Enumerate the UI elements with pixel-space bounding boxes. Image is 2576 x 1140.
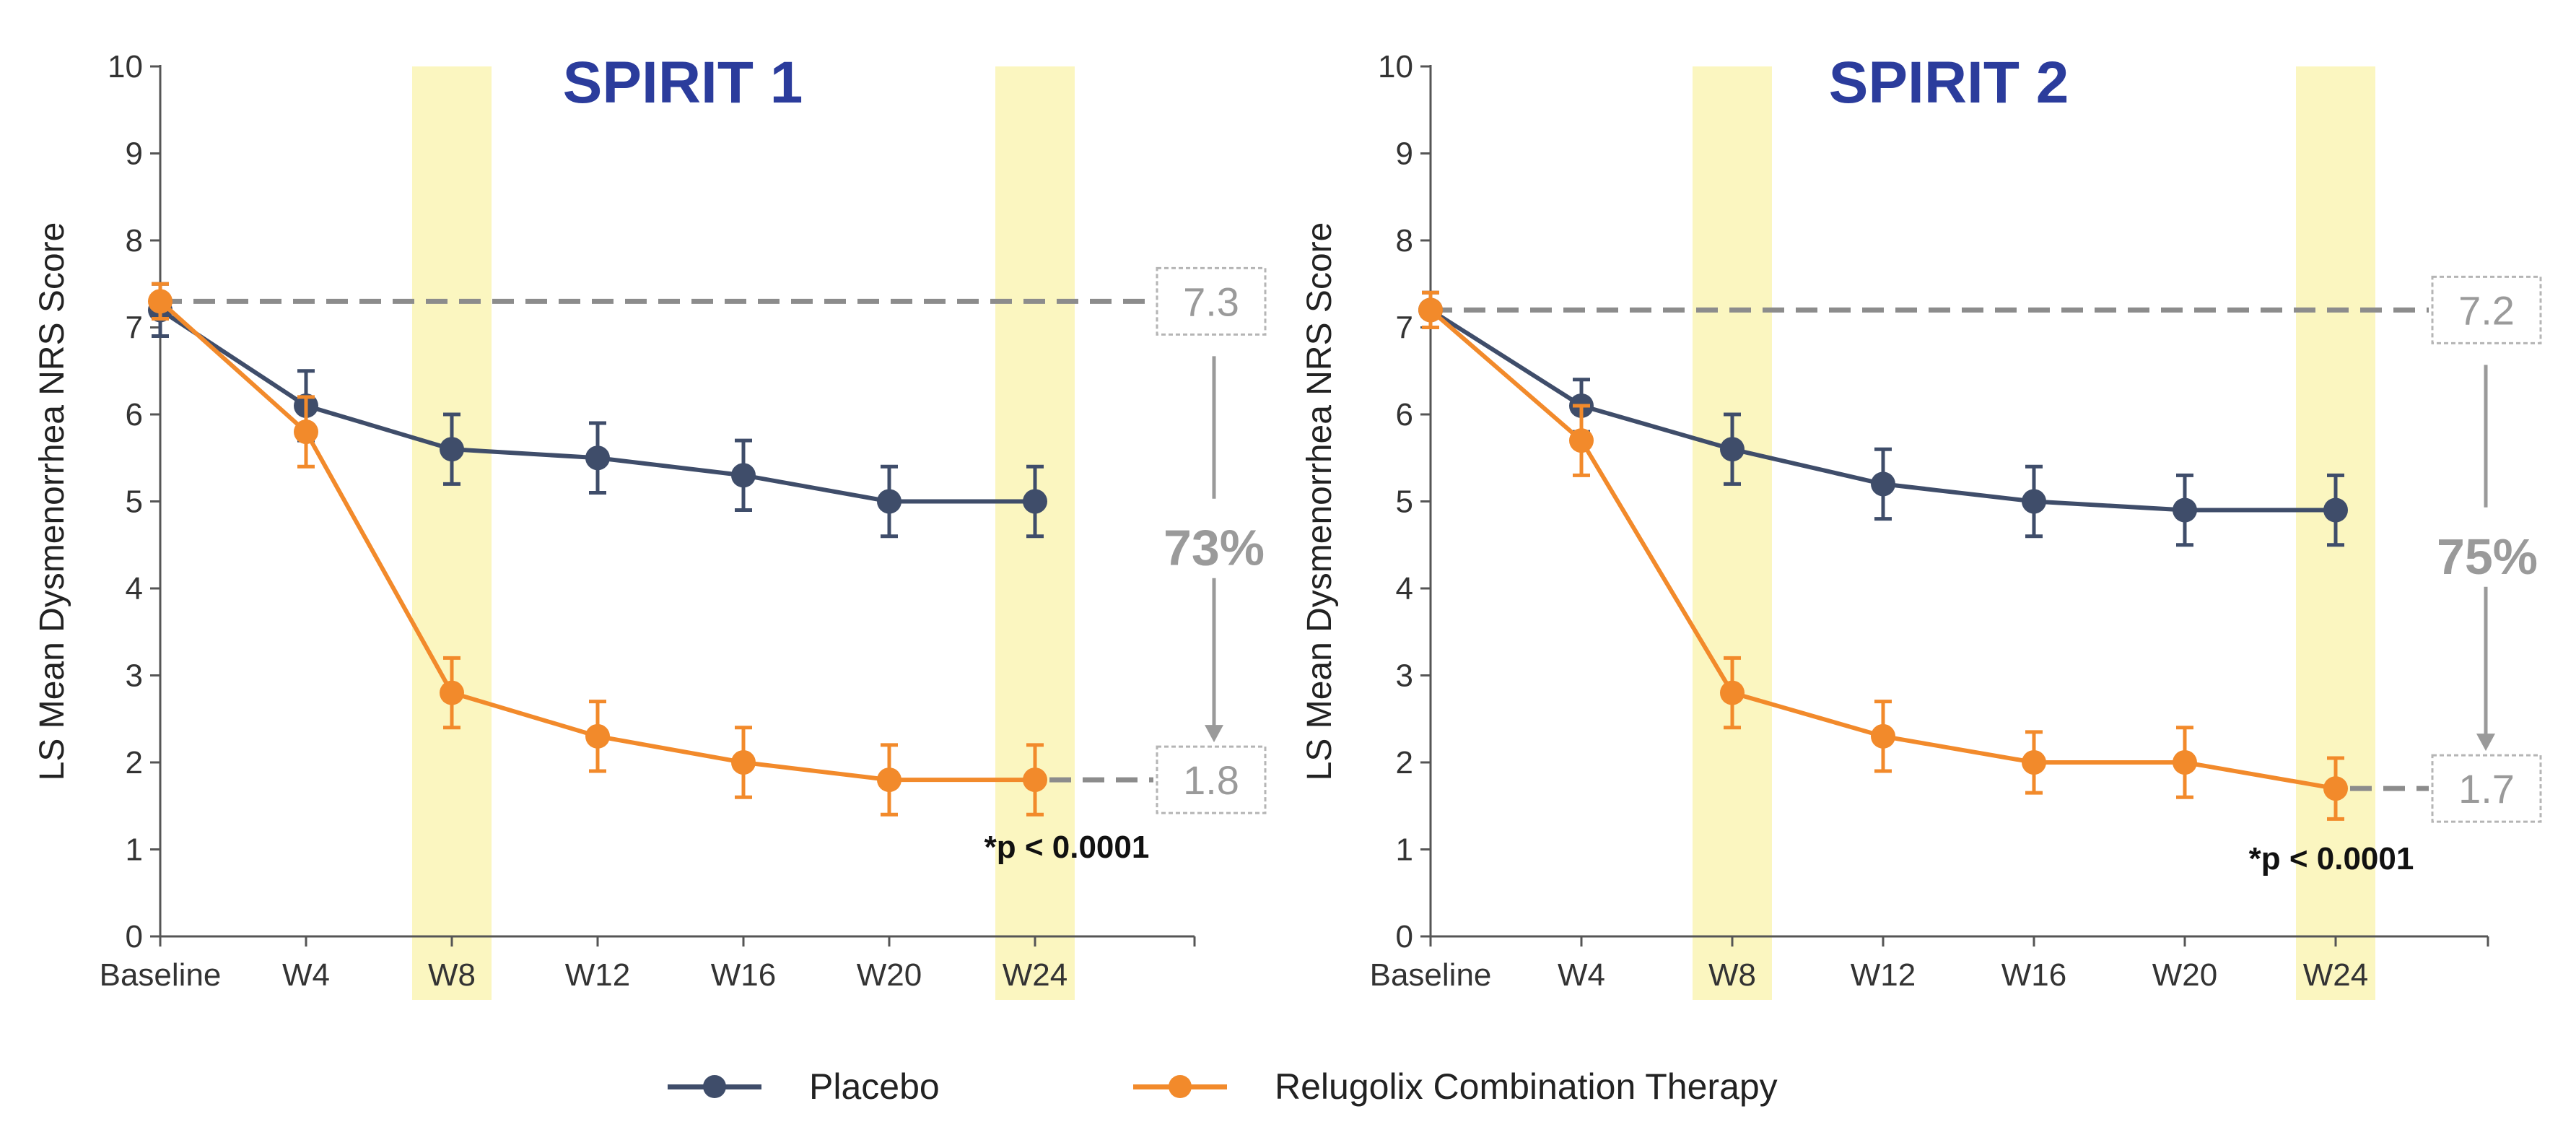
relugolix-point [148,289,173,314]
legend-item-placebo: Placebo [668,1047,940,1126]
y-tick-label: 2 [126,745,143,780]
reduction-arrowhead [1205,725,1223,743]
y-tick-label: 2 [1396,745,1413,780]
x-tick-label: W20 [2152,957,2217,993]
chart-panel-1: 0 1 2 3 4 5 6 7 8 9 10 Baseline W4 W8 W12 W16 W20 W24 LS M… [33,49,1267,1000]
x-tick-label: Baseline [100,957,222,993]
placebo-point [877,489,901,514]
placebo-point [1023,489,1047,514]
y-tick-label: 0 [1396,919,1413,954]
placebo-point [2022,489,2046,514]
relugolix-point [440,680,464,705]
chart-panel-2: 0 1 2 3 4 5 6 7 8 9 10 Baseline W4 W8 W12 W16 W20 W24 LS M… [1301,49,2542,1000]
legend: Placebo Relugolix Combination Therapy [0,1047,2576,1126]
relugolix-point [2022,750,2046,775]
x-tick-label: W24 [2303,957,2368,993]
placebo-point [2323,497,2348,523]
relugolix-point [294,419,318,445]
placebo-point [585,445,610,471]
relugolix-point [585,723,610,749]
x-tick-label: W20 [857,957,922,993]
y-tick-label: 1 [126,832,143,868]
placebo-point [731,463,756,488]
chart-title: SPIRIT 2 [1829,50,2069,116]
relugolix-point [2323,776,2348,801]
y-tick-label: 7 [126,310,143,346]
p-value-label: *p < 0.0001 [984,830,1150,865]
x-tick-label: W8 [428,957,476,993]
y-tick-label: 10 [108,49,143,84]
chart-title: SPIRIT 1 [563,50,803,116]
x-tick-label: W16 [711,957,776,993]
y-tick-label: 5 [1396,484,1413,520]
reduction-percent-label: 75% [2437,528,2538,585]
x-tick-label: W8 [1708,957,1756,993]
reduction-percent-label: 73% [1163,520,1265,576]
reduction-arrowhead [2476,734,2495,752]
y-tick-label: 4 [1396,571,1413,606]
legend-label-relugolix: Relugolix Combination Therapy [1275,1066,1778,1107]
legend-item-relugolix: Relugolix Combination Therapy [1133,1047,1778,1126]
x-tick-label: W12 [565,957,630,993]
y-tick-label: 9 [126,136,143,172]
y-tick-label: 8 [126,223,143,258]
baseline-value-box [1156,266,1267,336]
relugolix-point [1418,297,1443,323]
y-tick-label: 3 [1396,658,1413,694]
legend-swatch-placebo [668,1047,761,1126]
x-tick-label: W24 [1003,957,1067,993]
x-tick-label: W12 [1851,957,1916,993]
y-tick-label: 5 [126,484,143,520]
y-tick-label: 7 [1396,310,1413,346]
placebo-point [1720,437,1745,462]
p-value-label: *p < 0.0001 [2249,841,2414,876]
baseline-value-label: 7.2 [2458,287,2515,333]
legend-swatch-relugolix [1133,1047,1227,1126]
y-tick-label: 3 [126,658,143,694]
relugolix-point [2173,750,2197,775]
x-tick-label: W4 [282,957,330,993]
x-tick-label: W4 [1558,957,1605,993]
x-tick-label: W16 [2001,957,2066,993]
y-tick-label: 8 [1396,223,1413,258]
y-tick-label: 6 [1396,397,1413,432]
y-tick-label: 1 [1396,832,1413,868]
endpoint-value-box [1156,745,1267,814]
y-tick-label: 9 [1396,136,1413,172]
relugolix-point [1720,680,1745,705]
placebo-point [440,437,464,462]
endpoint-value-label: 1.8 [1183,757,1239,803]
y-axis-label: LS Mean Dysmenorrhea NRS Score [1301,222,1339,781]
y-tick-label: 0 [126,919,143,954]
relugolix-point [731,750,756,775]
placebo-point [1871,471,1895,497]
placebo-point [2173,497,2197,523]
baseline-value-label: 7.3 [1183,279,1239,324]
endpoint-value-box [2431,754,2542,823]
relugolix-point [1023,767,1047,793]
highlight-band-w8 [412,66,492,1000]
legend-label-placebo: Placebo [809,1066,940,1107]
y-tick-label: 10 [1378,49,1413,84]
relugolix-point [877,767,901,793]
relugolix-point [1569,428,1594,453]
highlight-band-w8 [1693,66,1772,1000]
endpoint-value-label: 1.7 [2458,766,2515,812]
baseline-value-box [2431,275,2542,344]
y-tick-label: 4 [126,571,143,606]
relugolix-point [1871,723,1895,749]
y-tick-label: 6 [126,397,143,432]
y-axis-label: LS Mean Dysmenorrhea NRS Score [33,222,71,781]
x-tick-label: Baseline [1370,957,1492,993]
